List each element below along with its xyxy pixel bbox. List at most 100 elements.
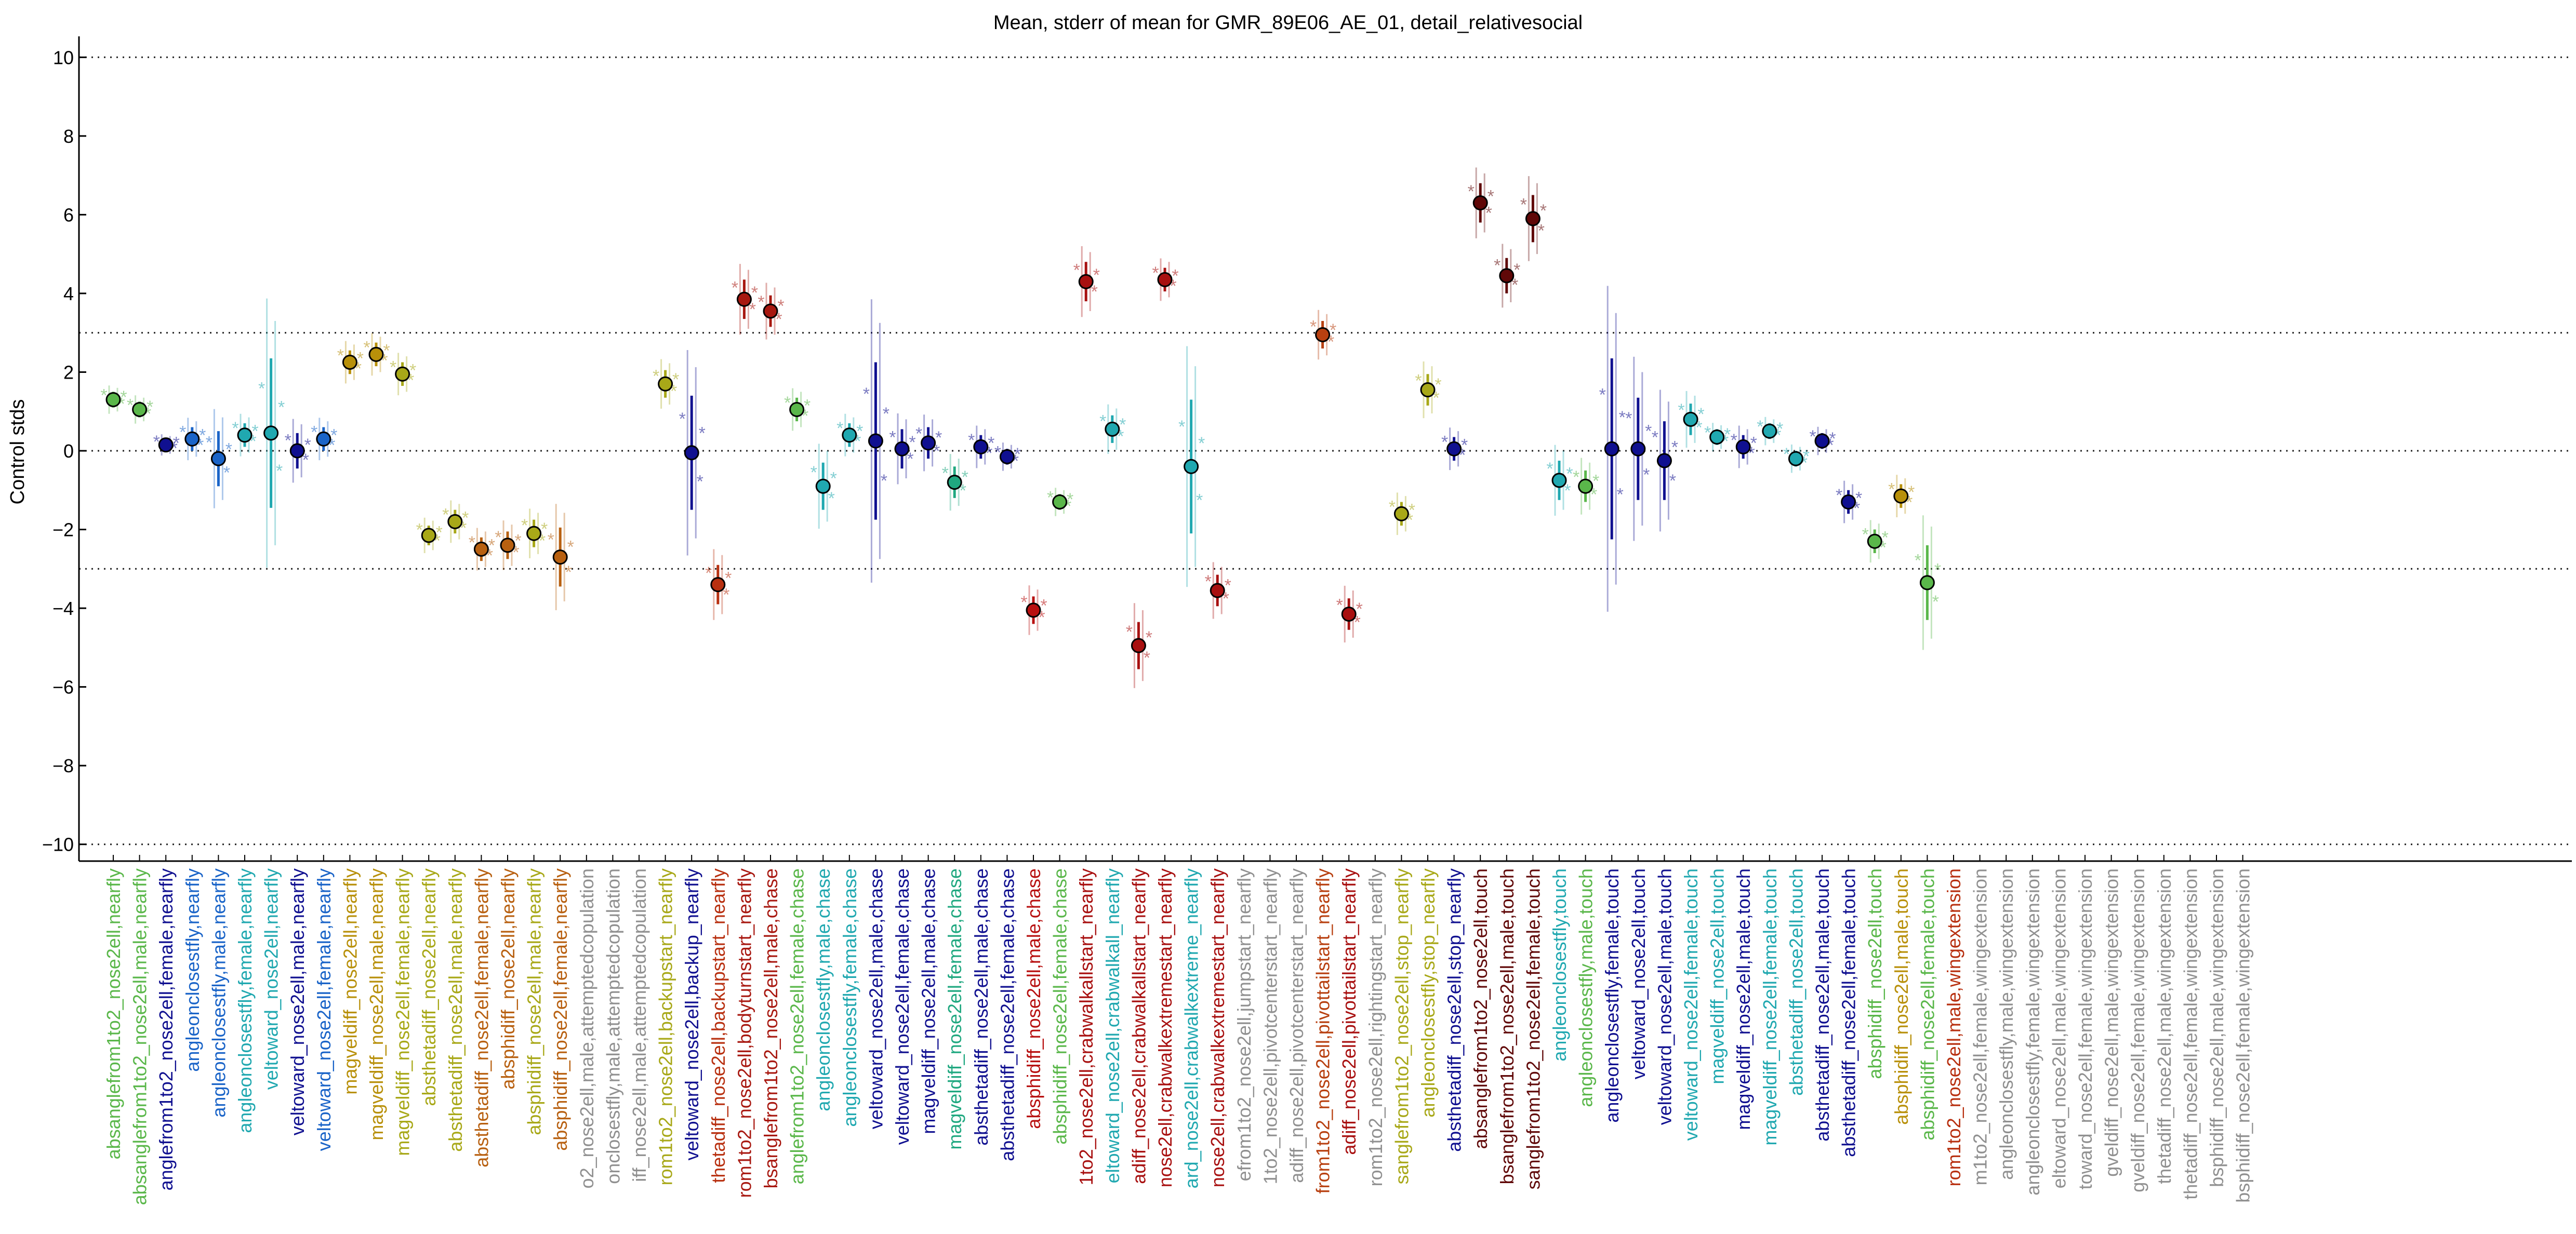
sample-marker: * bbox=[127, 395, 134, 415]
sample-marker: * bbox=[1836, 486, 1842, 505]
x-tick-label: nose2ell,crabwalkextremestart_nearfly bbox=[1207, 868, 1228, 1187]
sample-marker: * bbox=[1146, 628, 1152, 648]
y-tick-label: 6 bbox=[63, 204, 74, 225]
sample-marker: * bbox=[856, 422, 863, 441]
reference-lines bbox=[79, 56, 2572, 846]
sample-marker: * bbox=[1126, 622, 1133, 642]
x-tick-label: absthetadiff_nose2ell,female,chase bbox=[997, 868, 1018, 1161]
sample-marker: * bbox=[1409, 500, 1415, 520]
x-tick-label: absphidiff_nose2ell,male,chase bbox=[1023, 868, 1044, 1129]
sample-marker: * bbox=[1310, 317, 1317, 337]
x-tick-label: magveldiff_nose2ell,male,touch bbox=[1733, 868, 1754, 1130]
x-tick-label: absthetadiff_nose2ell,touch bbox=[1785, 868, 1807, 1096]
mean-point bbox=[1184, 459, 1199, 474]
chart-title: Mean, stderr of mean for GMR_89E06_AE_01… bbox=[993, 12, 1583, 34]
sample-marker: * bbox=[1625, 409, 1632, 428]
sample-marker: * bbox=[1803, 447, 1810, 466]
x-tick-label: absthetadiff_nose2ell,male,touch bbox=[1812, 868, 1833, 1142]
mean-point bbox=[999, 449, 1015, 464]
mean-point bbox=[1026, 602, 1041, 618]
mean-point bbox=[789, 401, 805, 417]
x-tick-label: veltoward_nose2ell,nearfly bbox=[261, 868, 282, 1090]
sample-marker: * bbox=[1020, 593, 1027, 612]
sample-marker: * bbox=[1336, 595, 1343, 615]
sample-marker: * bbox=[1599, 385, 1606, 405]
sample-marker: * bbox=[907, 449, 913, 469]
sample-marker: * bbox=[223, 463, 230, 483]
sample-marker: * bbox=[1099, 411, 1106, 431]
sample-marker: * bbox=[1014, 445, 1021, 464]
x-tick-label: angleonclosestfly,stop_nearfly bbox=[1417, 868, 1439, 1118]
sample-marker: * bbox=[1540, 201, 1547, 221]
x-tick-label: thetadiff_nose2ell,female,wingextension bbox=[2180, 868, 2201, 1200]
error-bars: * * * * * * * * * * * * * * * * * * * * * * * * * * * * * * * * * * * * * * * *… bbox=[100, 167, 1941, 688]
mean-point bbox=[184, 431, 200, 447]
sample-marker: * bbox=[1617, 485, 1624, 504]
sample-marker: * bbox=[804, 396, 811, 415]
sample-marker: * bbox=[881, 471, 887, 491]
sample-marker: * bbox=[1564, 481, 1571, 501]
sample-marker: * bbox=[1888, 479, 1895, 499]
sample-marker: * bbox=[784, 393, 791, 413]
mean-point bbox=[1472, 195, 1488, 211]
x-tick-label: veltoward_nose2ell,backup_nearfly bbox=[681, 868, 702, 1160]
sample-marker: * bbox=[1643, 465, 1650, 485]
y-tick-label: 10 bbox=[53, 47, 74, 68]
sample-marker: * bbox=[1669, 471, 1676, 491]
sample-marker: * bbox=[390, 358, 396, 378]
mean-point bbox=[1735, 439, 1751, 454]
x-tick-label: bsanglefrom1to2_nose2ell,male,chase bbox=[760, 868, 781, 1188]
mean-point bbox=[263, 425, 279, 441]
x-tick-label: veltoward_nose2ell,male,nearfly bbox=[287, 868, 308, 1135]
sample-marker: * bbox=[232, 419, 238, 438]
mean-point bbox=[1315, 327, 1331, 342]
sample-marker: * bbox=[988, 433, 994, 453]
sample-marker: * bbox=[1152, 263, 1159, 283]
y-ticks: −10 −8 −6 −4 −2 0 2 4 6 8 10 bbox=[42, 47, 86, 855]
x-tick-label: magveldiff_nose2ell,female,touch bbox=[1759, 868, 1781, 1146]
x-tick-label: sanglefrom1to2_nose2ell,stop_nearfly bbox=[1391, 868, 1412, 1184]
sample-marker: * bbox=[1592, 472, 1599, 491]
x-tick-label: absthetadiff_nose2ell,nearfly bbox=[418, 868, 440, 1106]
sample-marker: * bbox=[258, 379, 265, 399]
mean-point bbox=[1762, 423, 1777, 439]
mean-point bbox=[132, 401, 148, 417]
sample-marker: * bbox=[1225, 575, 1231, 595]
sample-marker: * bbox=[1461, 435, 1468, 455]
sample-marker: * bbox=[1040, 596, 1047, 616]
sample-marker: * bbox=[383, 341, 390, 360]
mean-point bbox=[1630, 441, 1646, 457]
sample-marker: * bbox=[1485, 204, 1492, 223]
x-tick-label: absthetadiff_nose2ell,female,nearfly bbox=[471, 868, 492, 1168]
sample-marker: * bbox=[1047, 488, 1054, 507]
sample-marker: * bbox=[1178, 417, 1185, 437]
sample-marker: * bbox=[462, 508, 469, 528]
x-tick-label: o2_nose2ell,male,attemptedcopulation bbox=[576, 868, 597, 1188]
sample-marker: * bbox=[758, 292, 764, 312]
mean-point bbox=[973, 439, 989, 454]
mean-point bbox=[1893, 488, 1909, 504]
x-tick-label: magveldiff_nose2ell,female,nearfly bbox=[392, 868, 414, 1156]
sample-marker: * bbox=[285, 431, 291, 451]
x-tick-label: eltoward_nose2ell,male,wingextension bbox=[2048, 868, 2069, 1188]
sample-marker: * bbox=[968, 431, 975, 450]
x-ticks: absanglefrom1to2_nose2ell,nearfly absangl… bbox=[103, 855, 2254, 1205]
mean-point bbox=[421, 528, 436, 543]
mean-point bbox=[947, 475, 962, 490]
sample-marker: * bbox=[1908, 482, 1915, 502]
sample-marker: * bbox=[225, 440, 232, 460]
mean-point bbox=[815, 478, 831, 494]
mean-point bbox=[1788, 451, 1803, 466]
x-tick-label: absthetadiff_nose2ell,male,nearfly bbox=[445, 868, 466, 1152]
mean-point bbox=[368, 346, 384, 362]
sample-marker: * bbox=[1678, 400, 1684, 420]
sample-marker: * bbox=[1441, 433, 1448, 452]
mean-point bbox=[1867, 533, 1882, 549]
sample-marker: * bbox=[994, 442, 1001, 462]
mean-point bbox=[736, 291, 752, 307]
x-tick-label: bsphidiff_nose2ell,female,wingextension bbox=[2233, 868, 2254, 1203]
sample-marker: * bbox=[942, 463, 949, 483]
sample-marker: * bbox=[777, 296, 784, 316]
y-tick-label: 8 bbox=[63, 126, 74, 147]
